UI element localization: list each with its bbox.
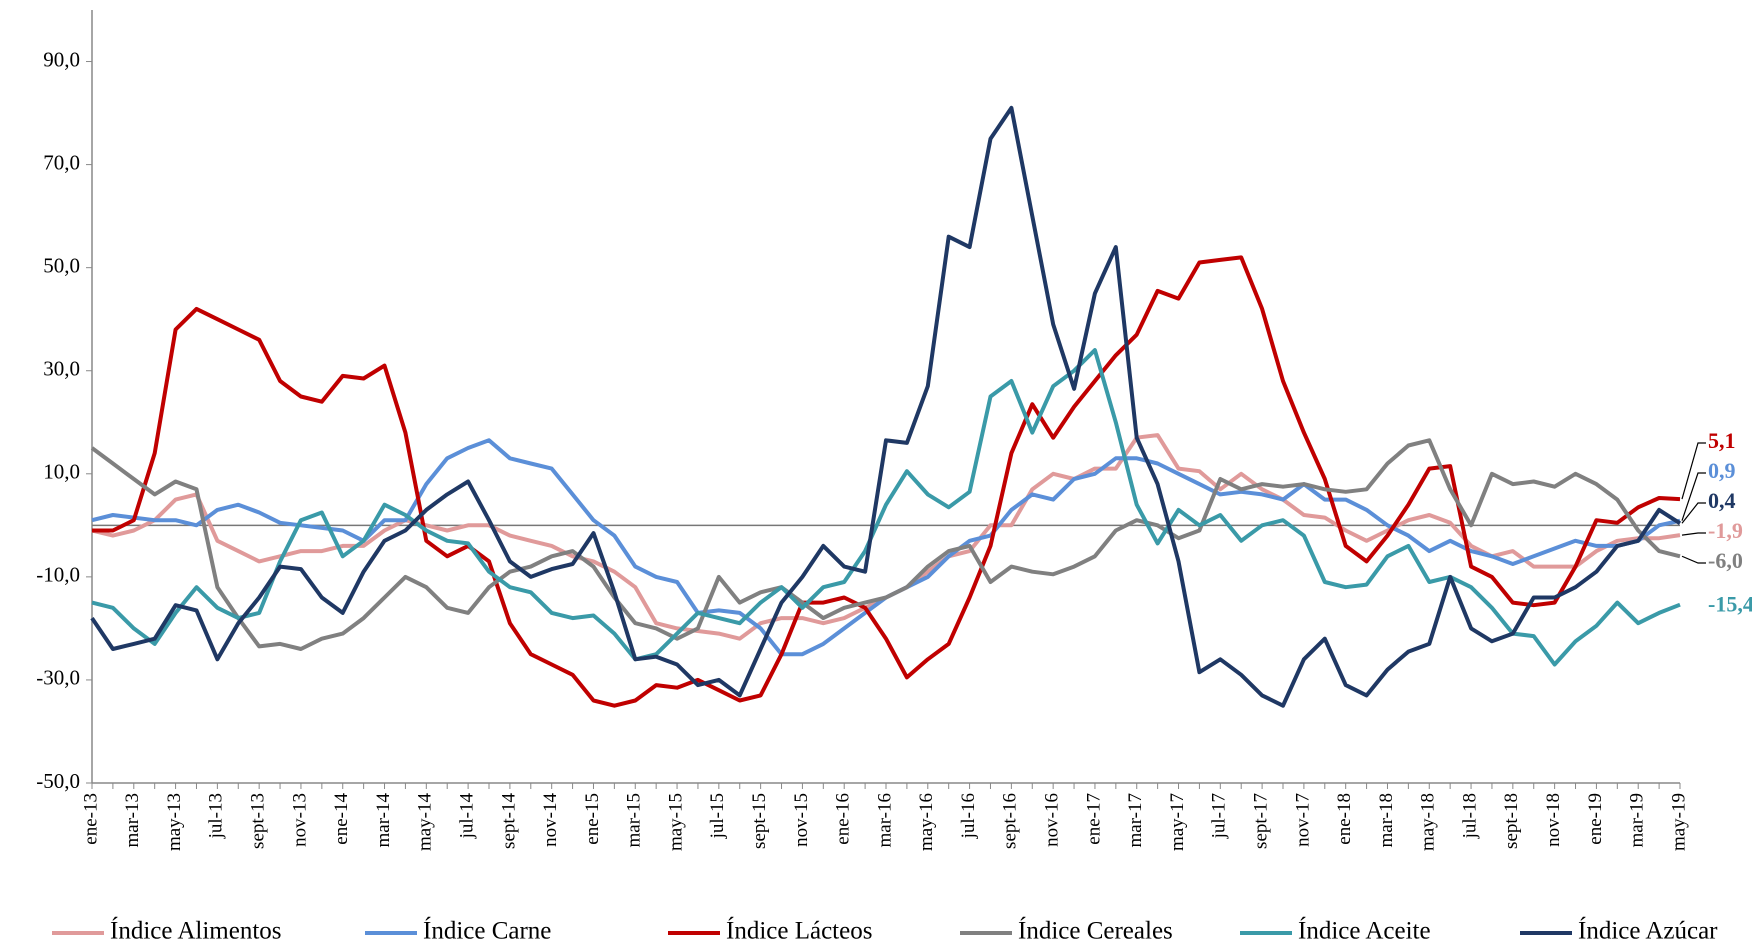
end-label: 5,1 bbox=[1708, 428, 1736, 453]
x-tick-label: may-19 bbox=[1668, 793, 1689, 851]
x-tick-label: ene-17 bbox=[1083, 793, 1104, 845]
leader-line bbox=[1681, 555, 1706, 564]
x-tick-label: may-18 bbox=[1418, 793, 1439, 851]
y-tick-label: 70,0 bbox=[43, 150, 80, 174]
leader-line bbox=[1681, 532, 1706, 536]
y-tick-label: -30,0 bbox=[36, 666, 80, 690]
legend-label: Índice Cereales bbox=[1018, 917, 1173, 945]
x-tick-label: ene-18 bbox=[1334, 793, 1355, 845]
leader-line bbox=[1681, 472, 1706, 521]
y-tick-label: 50,0 bbox=[43, 253, 80, 277]
x-tick-label: mar-13 bbox=[122, 793, 143, 848]
y-tick-label: -10,0 bbox=[36, 563, 80, 587]
series-line bbox=[92, 255, 1681, 708]
x-tick-label: nov-16 bbox=[1042, 793, 1063, 847]
end-label: 0,4 bbox=[1708, 488, 1736, 513]
x-tick-label: ene-15 bbox=[582, 793, 603, 845]
x-tick-label: ene-14 bbox=[331, 793, 352, 845]
x-tick-label: mar-15 bbox=[624, 793, 645, 848]
y-tick-label: -50,0 bbox=[36, 769, 80, 793]
x-tick-label: may-15 bbox=[665, 793, 686, 851]
x-tick-label: sept-18 bbox=[1501, 793, 1522, 849]
x-tick-label: may-14 bbox=[415, 793, 436, 852]
x-tick-label: jul-14 bbox=[456, 793, 477, 840]
x-tick-label: sept-16 bbox=[1000, 793, 1021, 849]
x-tick-label: nov-18 bbox=[1543, 793, 1564, 847]
x-tick-label: may-16 bbox=[916, 793, 937, 851]
x-tick-label: nov-13 bbox=[289, 793, 310, 847]
legend-label: Índice Azúcar bbox=[1578, 917, 1718, 945]
end-label: 0,9 bbox=[1708, 458, 1736, 483]
x-tick-label: jul-15 bbox=[707, 793, 728, 839]
x-tick-label: mar-17 bbox=[1125, 793, 1146, 848]
x-tick-label: nov-17 bbox=[1292, 793, 1313, 847]
x-tick-label: jul-16 bbox=[958, 793, 979, 839]
series-line bbox=[90, 438, 1681, 651]
series-line bbox=[91, 348, 1681, 667]
x-tick-label: sept-14 bbox=[498, 793, 519, 849]
x-tick-label: mar-18 bbox=[1376, 793, 1397, 848]
x-tick-label: sept-13 bbox=[248, 793, 269, 849]
x-tick-label: mar-19 bbox=[1627, 793, 1648, 848]
legend-label: Índice Carne bbox=[423, 917, 551, 945]
y-tick-label: 10,0 bbox=[43, 460, 80, 484]
x-tick-label: jul-18 bbox=[1459, 793, 1480, 839]
x-tick-label: nov-14 bbox=[540, 793, 561, 847]
x-tick-label: may-17 bbox=[1167, 793, 1188, 851]
x-tick-label: mar-14 bbox=[373, 793, 394, 848]
x-tick-label: nov-15 bbox=[791, 793, 812, 847]
y-tick-label: 90,0 bbox=[43, 47, 80, 71]
x-tick-label: sept-17 bbox=[1250, 793, 1271, 849]
y-tick-label: 30,0 bbox=[43, 357, 80, 381]
x-tick-label: ene-16 bbox=[833, 793, 854, 845]
legend-label: Índice Aceite bbox=[1298, 917, 1431, 945]
x-tick-label: jul-13 bbox=[206, 793, 227, 839]
x-tick-label: jul-17 bbox=[1209, 793, 1230, 839]
leader-line bbox=[1681, 442, 1706, 500]
legend-label: Índice Alimentos bbox=[110, 917, 282, 945]
legend-label: Índice Lácteos bbox=[726, 917, 872, 945]
x-tick-label: ene-13 bbox=[80, 793, 101, 845]
x-tick-label: sept-15 bbox=[749, 793, 770, 849]
x-tick-label: ene-19 bbox=[1585, 793, 1606, 845]
x-tick-label: mar-16 bbox=[874, 793, 895, 848]
series-line bbox=[90, 105, 1682, 708]
x-tick-label: may-13 bbox=[164, 793, 185, 851]
end-label: -6,0 bbox=[1708, 548, 1743, 573]
end-label: -1,9 bbox=[1708, 518, 1743, 543]
end-label: -15,4 bbox=[1708, 592, 1752, 617]
leader-line bbox=[1681, 502, 1706, 524]
